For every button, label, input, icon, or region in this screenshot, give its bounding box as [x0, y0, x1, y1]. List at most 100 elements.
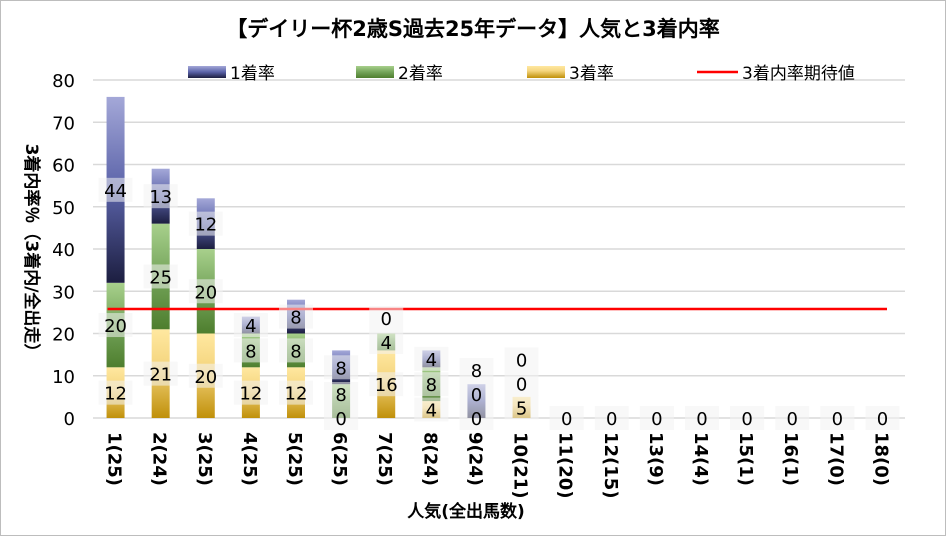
- data-label-bg: [639, 406, 674, 430]
- x-tick-label: 13(9): [645, 432, 666, 486]
- legend-label: 1着率: [230, 64, 275, 84]
- data-label: 0: [651, 409, 662, 430]
- data-label-bg: [775, 406, 810, 430]
- data-label: 0: [832, 409, 843, 430]
- data-label-bg: [143, 184, 178, 209]
- data-label-bg: [865, 406, 900, 430]
- legend-swatch: [188, 66, 226, 78]
- data-label-bg: [98, 313, 133, 338]
- y-tick-label: 80: [52, 71, 75, 92]
- data-label-bg: [459, 406, 494, 430]
- x-tick-label: 11(20): [555, 432, 576, 499]
- y-axis-title: 3着内率％（3着内/全出走）: [21, 144, 42, 361]
- data-label: 8: [290, 341, 301, 362]
- data-label: 25: [149, 267, 172, 288]
- data-label: 12: [239, 384, 262, 405]
- data-label-bg: [279, 338, 313, 363]
- x-tick-label: 5(25): [284, 432, 305, 486]
- data-label: 0: [516, 374, 527, 395]
- y-tick-label: 10: [52, 367, 75, 388]
- legend-swatch: [356, 66, 394, 78]
- data-label: 4: [245, 316, 256, 337]
- data-label-bg: [730, 406, 765, 430]
- data-label: 5: [516, 398, 527, 419]
- data-label-bg: [459, 382, 494, 406]
- data-label-bg: [233, 313, 268, 338]
- data-label: 16: [375, 375, 398, 396]
- data-label: 4: [380, 333, 391, 354]
- x-tick-label: 4(25): [239, 432, 260, 486]
- data-label-bg: [188, 211, 223, 236]
- x-tick-label: 14(4): [690, 432, 711, 486]
- data-label-bg: [233, 380, 268, 405]
- y-tick-label: 20: [52, 325, 75, 346]
- x-tick-label: 9(24): [464, 432, 485, 486]
- data-label: 4: [426, 350, 437, 371]
- legend-label: 3着率: [569, 64, 614, 84]
- data-label: 8: [426, 375, 437, 396]
- data-label: 0: [516, 350, 527, 371]
- legend-swatch: [527, 66, 565, 78]
- legend-label: 3着内率期待値: [742, 64, 855, 84]
- data-label-bg: [685, 406, 719, 430]
- data-label-bg: [188, 363, 223, 388]
- data-label: 0: [877, 409, 888, 430]
- x-tick-label: 16(1): [780, 432, 801, 486]
- data-label-bg: [324, 406, 359, 430]
- data-label: 0: [335, 409, 346, 430]
- data-label: 20: [194, 282, 217, 303]
- data-label-bg: [98, 177, 133, 202]
- legend-label: 2着率: [398, 64, 443, 84]
- x-axis-title: 人気(全出馬数): [407, 501, 525, 522]
- data-label-bg: [504, 395, 539, 420]
- chart-title: 【デイリー杯2歳S過去25年データ】人気と3着内率: [226, 17, 720, 41]
- data-label: 12: [285, 384, 308, 405]
- data-label-bg: [414, 346, 449, 371]
- data-label: 44: [104, 181, 127, 202]
- data-label-bg: [594, 406, 629, 430]
- x-tick-label: 15(1): [735, 432, 756, 486]
- x-tick-label: 7(25): [374, 432, 395, 486]
- y-tick-label: 0: [64, 409, 75, 430]
- data-label-bg: [324, 382, 359, 406]
- data-label-bg: [188, 279, 223, 304]
- data-label-bg: [820, 406, 855, 430]
- y-tick-label: 60: [52, 156, 75, 177]
- data-label: 8: [471, 361, 482, 382]
- x-tick-label: 18(0): [870, 432, 891, 486]
- x-tick-label: 10(21): [510, 432, 531, 499]
- data-label: 0: [471, 385, 482, 406]
- x-tick-label: 2(24): [149, 432, 170, 486]
- data-label-bg: [324, 355, 359, 380]
- data-label-bg: [369, 305, 404, 330]
- x-tick-label: 6(25): [329, 432, 350, 486]
- data-label: 8: [290, 308, 301, 329]
- data-label-bg: [279, 380, 313, 405]
- x-tick-label: 12(15): [600, 432, 621, 499]
- data-label: 0: [786, 409, 797, 430]
- data-label-bg: [414, 372, 449, 397]
- data-label: 8: [335, 358, 346, 379]
- y-tick-label: 40: [52, 240, 75, 261]
- data-label-bg: [459, 358, 494, 382]
- data-label: 0: [606, 409, 617, 430]
- y-tick-label: 70: [52, 113, 75, 134]
- data-label: 8: [335, 385, 346, 406]
- data-label: 0: [696, 409, 707, 430]
- y-tick-label: 30: [52, 282, 75, 303]
- data-label: 0: [741, 409, 752, 430]
- x-tick-label: 3(25): [194, 432, 215, 486]
- data-label: 20: [104, 316, 127, 337]
- x-tick-label: 8(24): [419, 432, 440, 486]
- data-label: 13: [149, 187, 172, 208]
- y-tick-label: 50: [52, 198, 75, 219]
- data-label: 12: [194, 215, 217, 236]
- data-label: 8: [245, 341, 256, 362]
- data-label-bg: [549, 406, 584, 430]
- data-label-bg: [414, 397, 449, 422]
- x-tick-label: 17(0): [825, 432, 846, 486]
- data-label-bg: [143, 264, 178, 289]
- data-label-bg: [504, 347, 539, 372]
- data-label: 0: [561, 409, 572, 430]
